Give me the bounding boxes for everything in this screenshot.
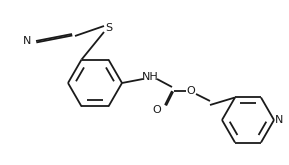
Text: O: O (152, 105, 161, 115)
Text: S: S (105, 23, 112, 33)
Text: O: O (187, 86, 195, 96)
Text: N: N (275, 115, 284, 125)
Text: N: N (23, 36, 31, 46)
Text: NH: NH (142, 72, 158, 82)
